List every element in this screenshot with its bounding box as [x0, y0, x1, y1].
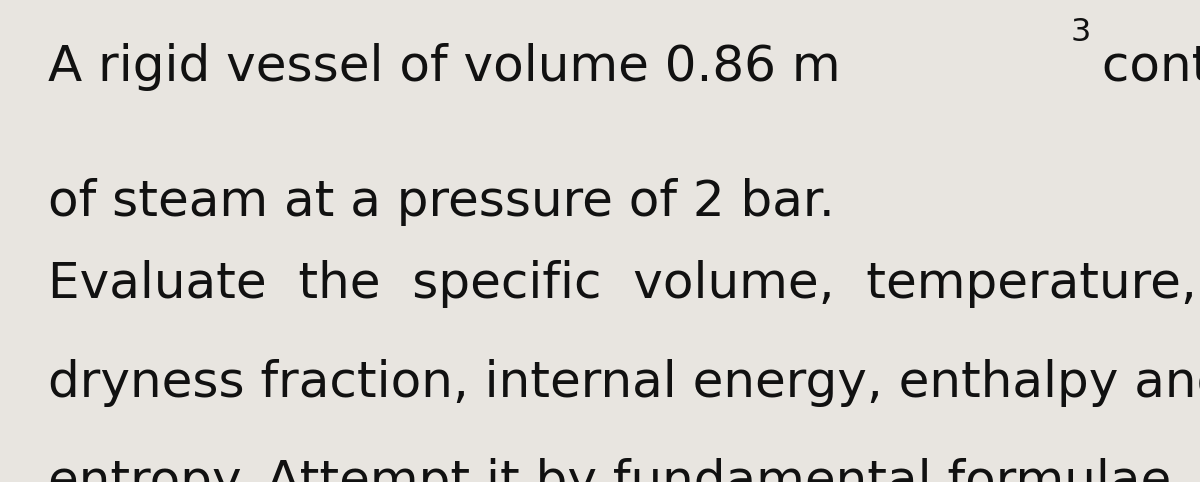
Text: contains 1 kg: contains 1 kg: [1086, 43, 1200, 92]
Text: Evaluate  the  specific  volume,  temperature,: Evaluate the specific volume, temperatur…: [48, 260, 1196, 308]
Text: of steam at a pressure of 2 bar.: of steam at a pressure of 2 bar.: [48, 178, 835, 227]
Text: 3: 3: [1070, 17, 1091, 48]
Text: A rigid vessel of volume 0.86 m: A rigid vessel of volume 0.86 m: [48, 43, 841, 92]
Text: entropy. Attempt it by fundamental formulae.: entropy. Attempt it by fundamental formu…: [48, 458, 1187, 482]
Text: dryness fraction, internal energy, enthalpy and: dryness fraction, internal energy, entha…: [48, 359, 1200, 407]
